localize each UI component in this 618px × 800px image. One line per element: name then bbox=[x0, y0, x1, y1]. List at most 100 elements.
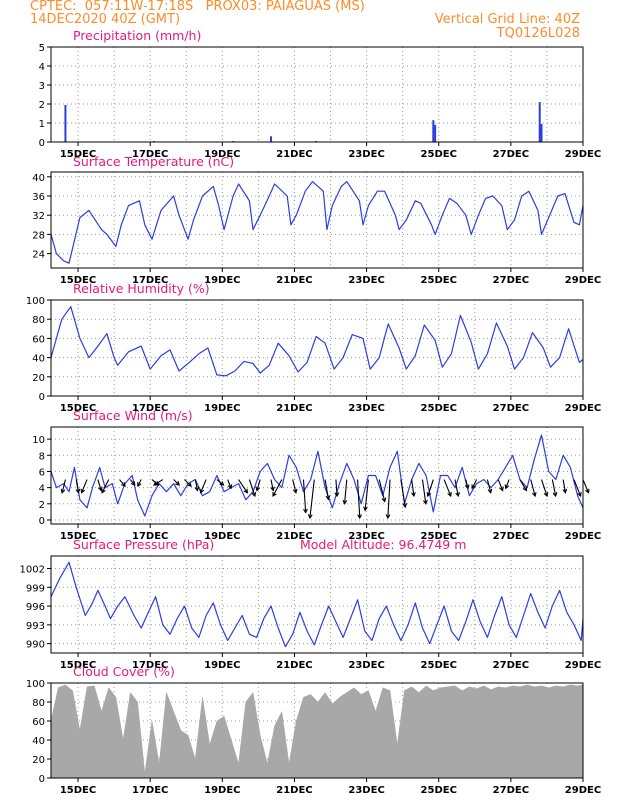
y-tick-label: 40 bbox=[32, 354, 45, 365]
y-tick-label: 3 bbox=[39, 81, 45, 92]
x-tick-label: 23DEC bbox=[348, 660, 384, 671]
wind-vector bbox=[137, 479, 142, 487]
precip-bar bbox=[540, 123, 543, 142]
wind-vector-head bbox=[153, 481, 159, 486]
wind-vector bbox=[248, 479, 256, 497]
wind-vector bbox=[309, 479, 315, 519]
wind-vector-head bbox=[522, 486, 528, 492]
wind-vector bbox=[519, 479, 527, 491]
x-tick-label: 21DEC bbox=[276, 149, 312, 160]
wind-vector bbox=[505, 479, 510, 489]
panel-title: Relative Humidity (%) bbox=[73, 281, 210, 296]
wind-vector-head bbox=[307, 514, 313, 520]
wind-vector-head bbox=[121, 482, 126, 488]
wind-vector-head bbox=[464, 484, 470, 490]
wind-vector bbox=[465, 479, 469, 489]
wind-vector bbox=[324, 479, 329, 500]
wind-vector-head bbox=[255, 486, 261, 492]
panel-frame bbox=[50, 171, 584, 269]
y-tick-label: 28 bbox=[32, 230, 45, 241]
precip-bar bbox=[64, 104, 67, 142]
x-tick-label: 23DEC bbox=[348, 275, 384, 286]
wind-vector bbox=[427, 479, 434, 497]
x-tick-label: 23DEC bbox=[348, 531, 384, 542]
y-tick-label: 10 bbox=[32, 435, 45, 446]
wind-vector-head bbox=[381, 497, 387, 503]
wind-vector bbox=[357, 479, 361, 519]
wind-vector bbox=[551, 479, 557, 497]
x-tick-label: 17DEC bbox=[132, 403, 168, 414]
y-tick-label: 999 bbox=[26, 583, 45, 594]
precip-bar bbox=[270, 136, 273, 142]
x-tick-label: 17DEC bbox=[132, 531, 168, 542]
wind-vector bbox=[582, 479, 590, 493]
x-tick-label: 23DEC bbox=[348, 149, 384, 160]
wind-vector-head bbox=[270, 486, 275, 492]
wind-vector-head bbox=[101, 488, 106, 494]
y-tick-label: 4 bbox=[39, 62, 45, 73]
x-tick-label: 19DEC bbox=[204, 275, 240, 286]
precip-bar bbox=[434, 124, 437, 142]
wind-vector bbox=[378, 479, 386, 502]
wind-vector-head bbox=[292, 488, 298, 494]
panel-title: Surface Pressure (hPa) bbox=[73, 537, 214, 552]
y-tick-label: 6 bbox=[39, 467, 45, 478]
series-line bbox=[50, 434, 584, 517]
x-tick-label: 25DEC bbox=[421, 149, 457, 160]
wind-vector bbox=[497, 479, 504, 491]
x-tick-label: 29DEC bbox=[565, 785, 601, 796]
wind-vector-head bbox=[342, 499, 348, 505]
wind-vector bbox=[443, 479, 452, 497]
series-line bbox=[50, 306, 584, 377]
y-tick-label: 20 bbox=[32, 755, 45, 766]
wind-vector-head bbox=[137, 482, 142, 488]
wind-vector-head bbox=[426, 492, 432, 498]
wind-vector-head bbox=[60, 488, 66, 494]
x-tick-label: 27DEC bbox=[493, 275, 529, 286]
panel-frame bbox=[50, 299, 584, 397]
x-tick-label: 17DEC bbox=[132, 149, 168, 160]
x-tick-label: 21DEC bbox=[276, 660, 312, 671]
x-tick-label: 15DEC bbox=[60, 275, 96, 286]
panel-title: Cloud Cover (%) bbox=[73, 664, 175, 679]
wind-vector bbox=[81, 479, 88, 493]
wind-vector bbox=[173, 479, 180, 486]
wind-vector bbox=[335, 479, 338, 497]
wind-vector-head bbox=[227, 484, 233, 490]
y-tick-label: 36 bbox=[32, 192, 45, 203]
y-tick-label: 80 bbox=[32, 698, 45, 709]
x-tick-label: 19DEC bbox=[204, 660, 240, 671]
y-tick-label: 2 bbox=[39, 500, 45, 511]
wind-vector bbox=[119, 479, 126, 487]
y-tick-label: 80 bbox=[32, 315, 45, 326]
wind-vector-head bbox=[325, 495, 331, 501]
panel-frame bbox=[50, 426, 584, 525]
wind-vector-head bbox=[97, 486, 103, 492]
y-tick-label: 5 bbox=[39, 43, 45, 54]
wind-vector-head bbox=[219, 481, 225, 486]
wind-vector bbox=[97, 479, 102, 491]
wind-vector-head bbox=[251, 492, 257, 498]
panel-subtitle: Model Altitude: 96.4749 m bbox=[300, 537, 466, 552]
wind-vector bbox=[471, 479, 478, 489]
x-tick-label: 27DEC bbox=[493, 403, 529, 414]
x-tick-label: 21DEC bbox=[276, 785, 312, 796]
wind-vector-head bbox=[487, 488, 493, 494]
wind-vector-head bbox=[187, 482, 192, 487]
series-line bbox=[50, 181, 584, 264]
wind-vector-head bbox=[199, 488, 205, 494]
x-tick-label: 27DEC bbox=[493, 660, 529, 671]
x-tick-label: 17DEC bbox=[132, 275, 168, 286]
x-tick-label: 25DEC bbox=[421, 785, 457, 796]
wind-vector-head bbox=[531, 492, 537, 498]
wind-vector-head bbox=[402, 503, 408, 509]
y-tick-label: 4 bbox=[39, 484, 45, 495]
wind-vector-head bbox=[543, 492, 549, 498]
y-tick-label: 1002 bbox=[20, 565, 45, 576]
x-tick-label: 19DEC bbox=[204, 785, 240, 796]
wind-vector bbox=[129, 479, 136, 486]
wind-vector-head bbox=[411, 492, 416, 498]
wind-vector bbox=[302, 479, 307, 513]
panel-title: Precipitation (mm/h) bbox=[73, 28, 201, 43]
